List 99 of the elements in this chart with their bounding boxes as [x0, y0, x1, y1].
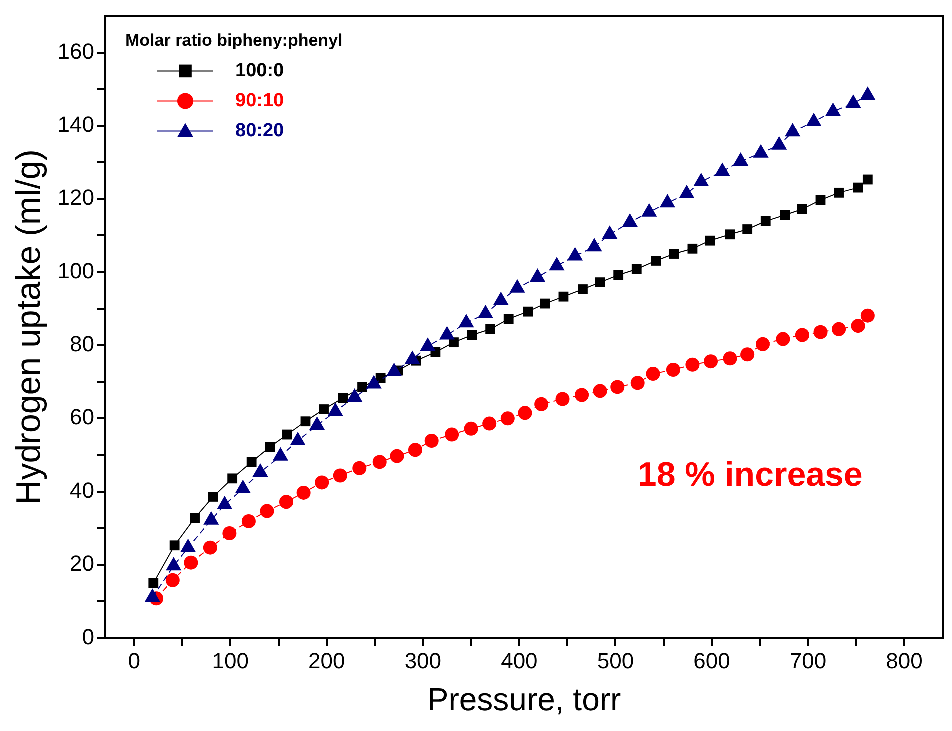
point — [208, 492, 218, 502]
point — [630, 376, 645, 390]
point — [358, 382, 368, 392]
y-tick-label: 60 — [70, 404, 95, 430]
point — [228, 474, 238, 484]
point — [614, 270, 624, 280]
x-tick-label: 700 — [790, 648, 827, 674]
point — [279, 495, 294, 510]
x-tick-label: 600 — [694, 648, 730, 674]
legend-label: 100:0 — [236, 60, 284, 82]
point — [464, 422, 478, 436]
y-axis-title: Hydrogen uptake (ml/g) — [10, 150, 48, 505]
point — [666, 363, 680, 378]
y-tick-label: 20 — [70, 551, 95, 576]
point — [651, 256, 662, 266]
point — [540, 298, 550, 309]
point — [504, 314, 514, 324]
point — [556, 392, 570, 406]
point — [166, 573, 180, 588]
x-tick-label: 400 — [501, 648, 538, 674]
point — [534, 397, 549, 412]
point — [862, 174, 873, 185]
point — [610, 380, 625, 394]
point — [319, 404, 329, 414]
point — [575, 388, 590, 402]
y-tick-label: 160 — [58, 38, 95, 64]
point — [390, 449, 404, 464]
x-tick-label: 100 — [212, 648, 250, 674]
point — [816, 195, 826, 206]
x-axis-title: Pressure, torr — [427, 682, 622, 718]
point — [669, 249, 680, 259]
point — [578, 284, 588, 294]
point — [222, 526, 237, 541]
point — [558, 292, 569, 302]
point — [688, 244, 698, 254]
point — [834, 188, 844, 198]
point — [632, 264, 642, 274]
point — [372, 455, 387, 470]
point — [315, 476, 330, 490]
point — [338, 393, 348, 404]
point — [296, 486, 311, 500]
point — [814, 325, 828, 340]
y-tick-label: 0 — [82, 624, 95, 650]
point — [595, 278, 606, 288]
point — [646, 367, 660, 382]
point — [300, 416, 311, 427]
point — [704, 354, 718, 369]
point — [467, 330, 478, 340]
point — [170, 540, 180, 551]
point — [742, 224, 753, 234]
point — [445, 428, 460, 442]
point — [776, 332, 790, 346]
y-tick-label: 140 — [58, 112, 95, 138]
point — [860, 308, 875, 323]
point — [190, 513, 200, 524]
point — [740, 348, 755, 362]
point — [424, 434, 439, 448]
x-tick-label: 300 — [404, 648, 442, 674]
point — [486, 324, 496, 334]
legend-label: 90:10 — [236, 90, 284, 112]
point — [756, 337, 770, 352]
point — [482, 416, 497, 431]
point — [798, 204, 808, 214]
y-tick-label: 40 — [70, 478, 95, 503]
point — [853, 182, 864, 193]
point — [352, 461, 367, 476]
point — [246, 457, 257, 468]
point — [723, 352, 738, 366]
point — [851, 319, 866, 334]
x-tick-label: 200 — [308, 648, 346, 674]
x-tick-label: 800 — [886, 648, 923, 674]
point — [593, 384, 608, 398]
point — [184, 556, 198, 570]
y-tick-label: 80 — [70, 332, 95, 357]
legend-label: 80:20 — [236, 120, 284, 142]
y-tick-label: 100 — [58, 258, 95, 284]
point — [148, 578, 159, 588]
x-tick-label: 0 — [128, 648, 141, 674]
point — [242, 514, 256, 528]
point — [203, 540, 218, 555]
x-tick-label: 500 — [597, 648, 634, 674]
point — [523, 306, 534, 317]
point — [282, 430, 292, 440]
point — [780, 210, 790, 220]
point — [760, 216, 771, 226]
point — [725, 230, 736, 240]
point — [265, 442, 276, 452]
point — [795, 328, 810, 342]
point — [518, 406, 532, 420]
point — [333, 468, 348, 483]
annotation: 18 % increase — [638, 456, 863, 494]
point — [832, 322, 846, 336]
point — [408, 443, 422, 458]
point — [260, 504, 274, 518]
point — [705, 236, 715, 246]
y-tick-label: 120 — [58, 185, 95, 210]
legend-title: Molar ratio bipheny:phenyl — [126, 30, 343, 50]
point — [500, 412, 515, 426]
point — [686, 358, 700, 372]
